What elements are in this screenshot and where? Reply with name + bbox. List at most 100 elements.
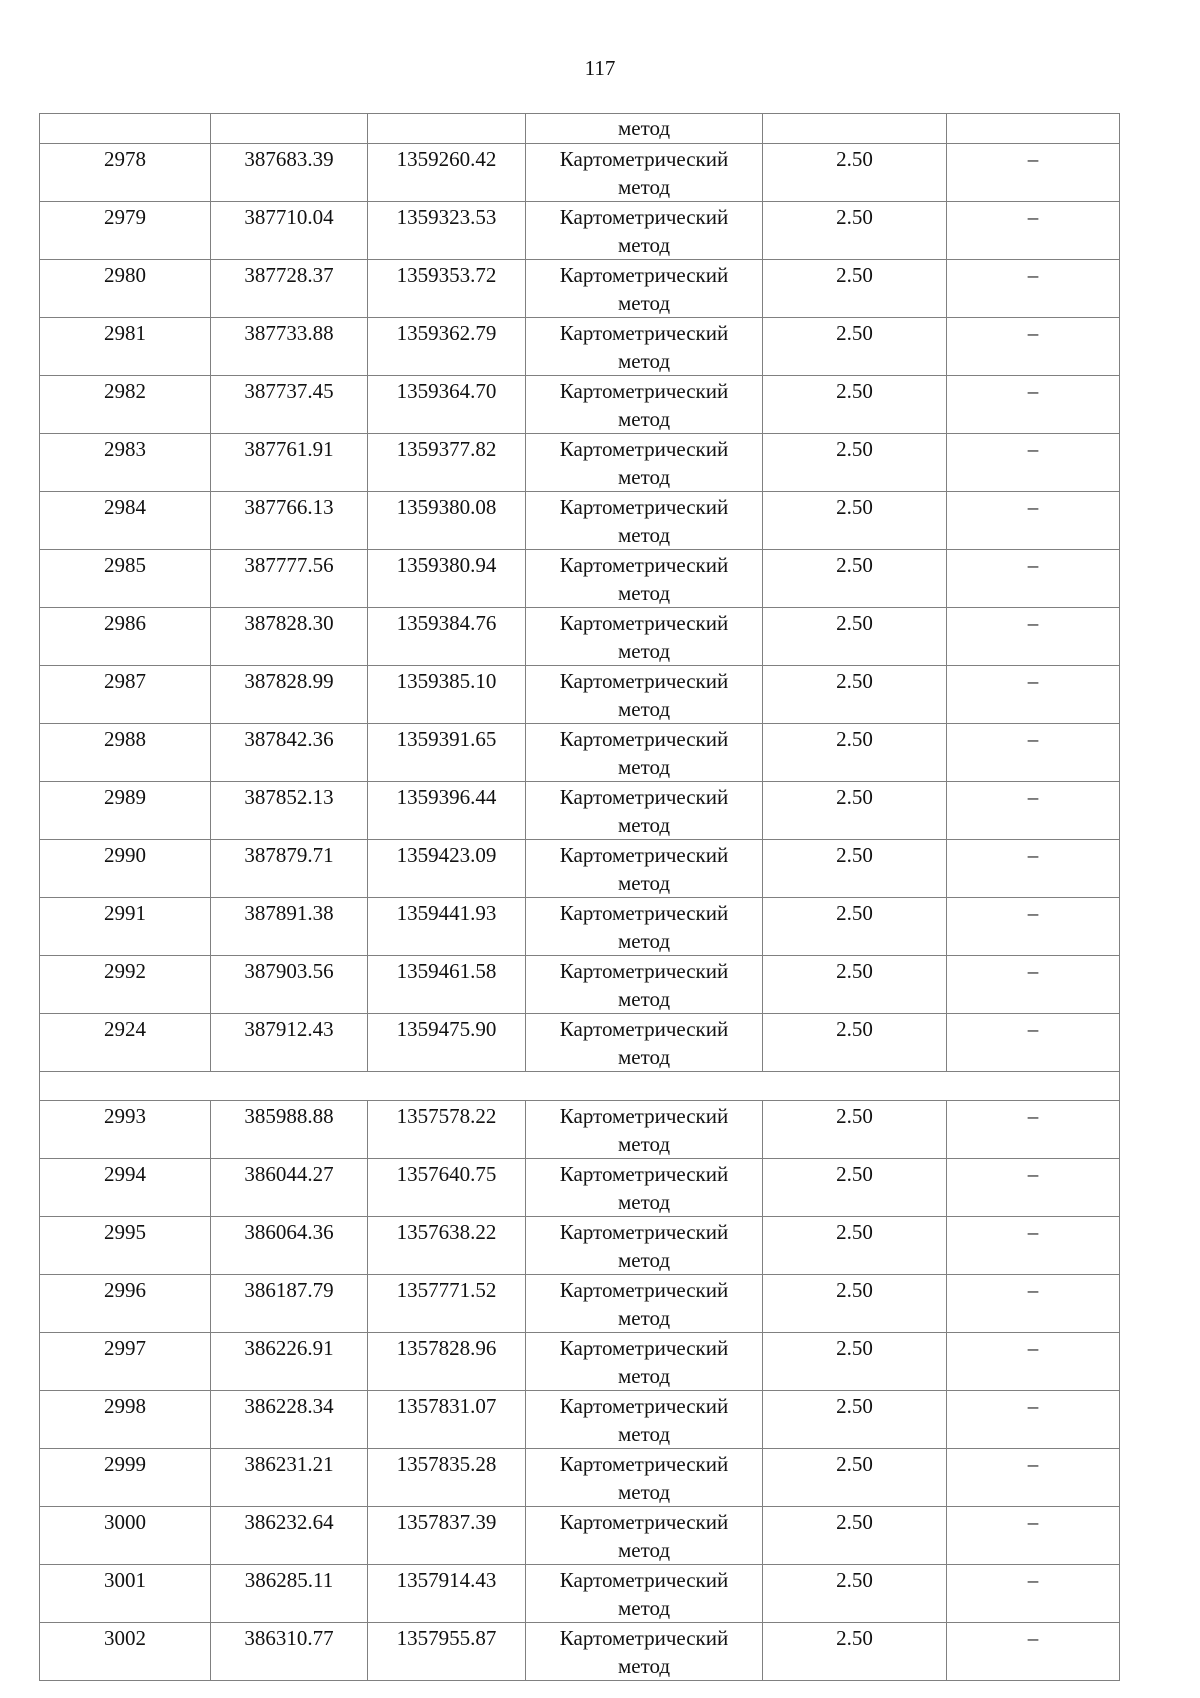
- table-row: 2992 387903.56 1359461.58 Картометрический м…: [39, 955, 1120, 1014]
- method-cell: Картометрический метод: [525, 955, 763, 1014]
- table-row: 2982 387737.45 1359364.70 Картометрический м…: [39, 375, 1120, 434]
- accuracy-cell: 2.50: [762, 317, 947, 376]
- accuracy-cell: 2.50: [762, 955, 947, 1014]
- method-text: Картометрический: [559, 1626, 729, 1650]
- point-number-cell: 2980: [39, 259, 211, 318]
- method-text: метод: [617, 233, 671, 257]
- method-text: метод: [617, 1045, 671, 1069]
- point-number-cell: 2979: [39, 201, 211, 260]
- table-row: 2986 387828.30 1359384.76 Картометрический м…: [39, 607, 1120, 666]
- x-coordinate-cell: 387903.56: [210, 955, 368, 1014]
- method-text: метод: [617, 813, 671, 837]
- method-text: Картометрический: [559, 1394, 729, 1418]
- method-cell: Картометрический метод: [525, 839, 763, 898]
- x-coordinate-cell: 387683.39: [210, 143, 368, 202]
- note-cell: –: [946, 839, 1120, 898]
- x-coordinate-cell: 386187.79: [210, 1274, 368, 1333]
- method-text: Картометрический: [559, 1162, 729, 1186]
- method-cell: Картометрический метод: [525, 1216, 763, 1275]
- method-text: метод: [617, 291, 671, 315]
- point-number-cell: 2987: [39, 665, 211, 724]
- method-text: метод: [617, 465, 671, 489]
- method-text: метод: [617, 1422, 671, 1446]
- method-text: метод: [617, 407, 671, 431]
- y-coordinate-cell: 1357578.22: [367, 1100, 526, 1159]
- method-text: Картометрический: [559, 1104, 729, 1128]
- accuracy-cell: 2.50: [762, 259, 947, 318]
- accuracy-cell: 2.50: [762, 1100, 947, 1159]
- table-row: 3001 386285.11 1357914.43 Картометрический м…: [39, 1564, 1120, 1623]
- method-text: Картометрический: [559, 669, 729, 693]
- note-cell: –: [946, 259, 1120, 318]
- method-text: Картометрический: [559, 785, 729, 809]
- accuracy-cell: 2.50: [762, 375, 947, 434]
- accuracy-cell: 2.50: [762, 549, 947, 608]
- table-row: 2981 387733.88 1359362.79 Картометрический м…: [39, 317, 1120, 376]
- point-number-cell: 2997: [39, 1332, 211, 1391]
- point-number-cell: 2983: [39, 433, 211, 492]
- coordinates-table: метод 2978 387683.39 1359260.42 Картометрич…: [39, 113, 1120, 1681]
- note-cell: –: [946, 549, 1120, 608]
- note-cell: –: [946, 1506, 1120, 1565]
- table-row: 2989 387852.13 1359396.44 Картометрический м…: [39, 781, 1120, 840]
- x-coordinate-cell: 386232.64: [210, 1506, 368, 1565]
- method-text: Картометрический: [559, 379, 729, 403]
- method-cell: Картометрический метод: [525, 1332, 763, 1391]
- y-coordinate-cell: 1359384.76: [367, 607, 526, 666]
- point-number-cell: 2998: [39, 1390, 211, 1449]
- x-coordinate-cell: 387761.91: [210, 433, 368, 492]
- method-text: метод: [617, 175, 671, 199]
- x-coordinate-cell: 387842.36: [210, 723, 368, 782]
- method-cell: Картометрический метод: [525, 317, 763, 376]
- point-number-cell: 3001: [39, 1564, 211, 1623]
- x-coordinate-cell: 387733.88: [210, 317, 368, 376]
- method-text: метод: [617, 871, 671, 895]
- point-number-cell: 2978: [39, 143, 211, 202]
- method-cell: Картометрический метод: [525, 781, 763, 840]
- table-row: 2996 386187.79 1357771.52 Картометрический м…: [39, 1274, 1120, 1333]
- method-text: Картометрический: [559, 959, 729, 983]
- continuation-row: метод: [39, 113, 1120, 144]
- method-cell: Картометрический метод: [525, 1158, 763, 1217]
- y-coordinate-cell: 1357640.75: [367, 1158, 526, 1217]
- accuracy-cell: 2.50: [762, 1332, 947, 1391]
- table-row: 2993 385988.88 1357578.22 Картометрический м…: [39, 1100, 1120, 1159]
- note-cell: –: [946, 201, 1120, 260]
- table-row: 2980 387728.37 1359353.72 Картометрический м…: [39, 259, 1120, 318]
- x-coordinate-cell: 387828.99: [210, 665, 368, 724]
- note-cell: –: [946, 1216, 1120, 1275]
- accuracy-cell: 2.50: [762, 1506, 947, 1565]
- note-cell: –: [946, 143, 1120, 202]
- method-text: метод: [617, 1306, 671, 1330]
- point-number-cell: 2999: [39, 1448, 211, 1507]
- table-row: 2979 387710.04 1359323.53 Картометрический м…: [39, 201, 1120, 260]
- table-row: 2995 386064.36 1357638.22 Картометрический м…: [39, 1216, 1120, 1275]
- accuracy-cell: 2.50: [762, 491, 947, 550]
- x-coordinate-cell: 387891.38: [210, 897, 368, 956]
- x-coordinate-cell: 387710.04: [210, 201, 368, 260]
- y-coordinate-cell: 1359396.44: [367, 781, 526, 840]
- accuracy-cell: 2.50: [762, 1158, 947, 1217]
- point-number-cell: 2993: [39, 1100, 211, 1159]
- method-cell: Картометрический метод: [525, 897, 763, 956]
- note-cell: –: [946, 1013, 1120, 1072]
- method-text: Картометрический: [559, 1017, 729, 1041]
- group-separator-row: [39, 1071, 1120, 1101]
- method-cell: Картометрический метод: [525, 1448, 763, 1507]
- accuracy-cell: 2.50: [762, 1622, 947, 1681]
- method-text: Картометрический: [559, 321, 729, 345]
- method-text: Картометрический: [559, 901, 729, 925]
- method-text: метод: [617, 581, 671, 605]
- table-row: 2978 387683.39 1359260.42 Картометрический м…: [39, 143, 1120, 202]
- y-coordinate-cell: 1357828.96: [367, 1332, 526, 1391]
- note-cell: –: [946, 1448, 1120, 1507]
- point-number-cell: 2984: [39, 491, 211, 550]
- note-cell: –: [946, 1332, 1120, 1391]
- method-cell: Картометрический метод: [525, 549, 763, 608]
- point-number-cell: 2989: [39, 781, 211, 840]
- accuracy-cell: 2.50: [762, 433, 947, 492]
- method-text: метод: [617, 1364, 671, 1388]
- note-cell: –: [946, 317, 1120, 376]
- accuracy-cell: 2.50: [762, 1274, 947, 1333]
- accuracy-cell: 2.50: [762, 723, 947, 782]
